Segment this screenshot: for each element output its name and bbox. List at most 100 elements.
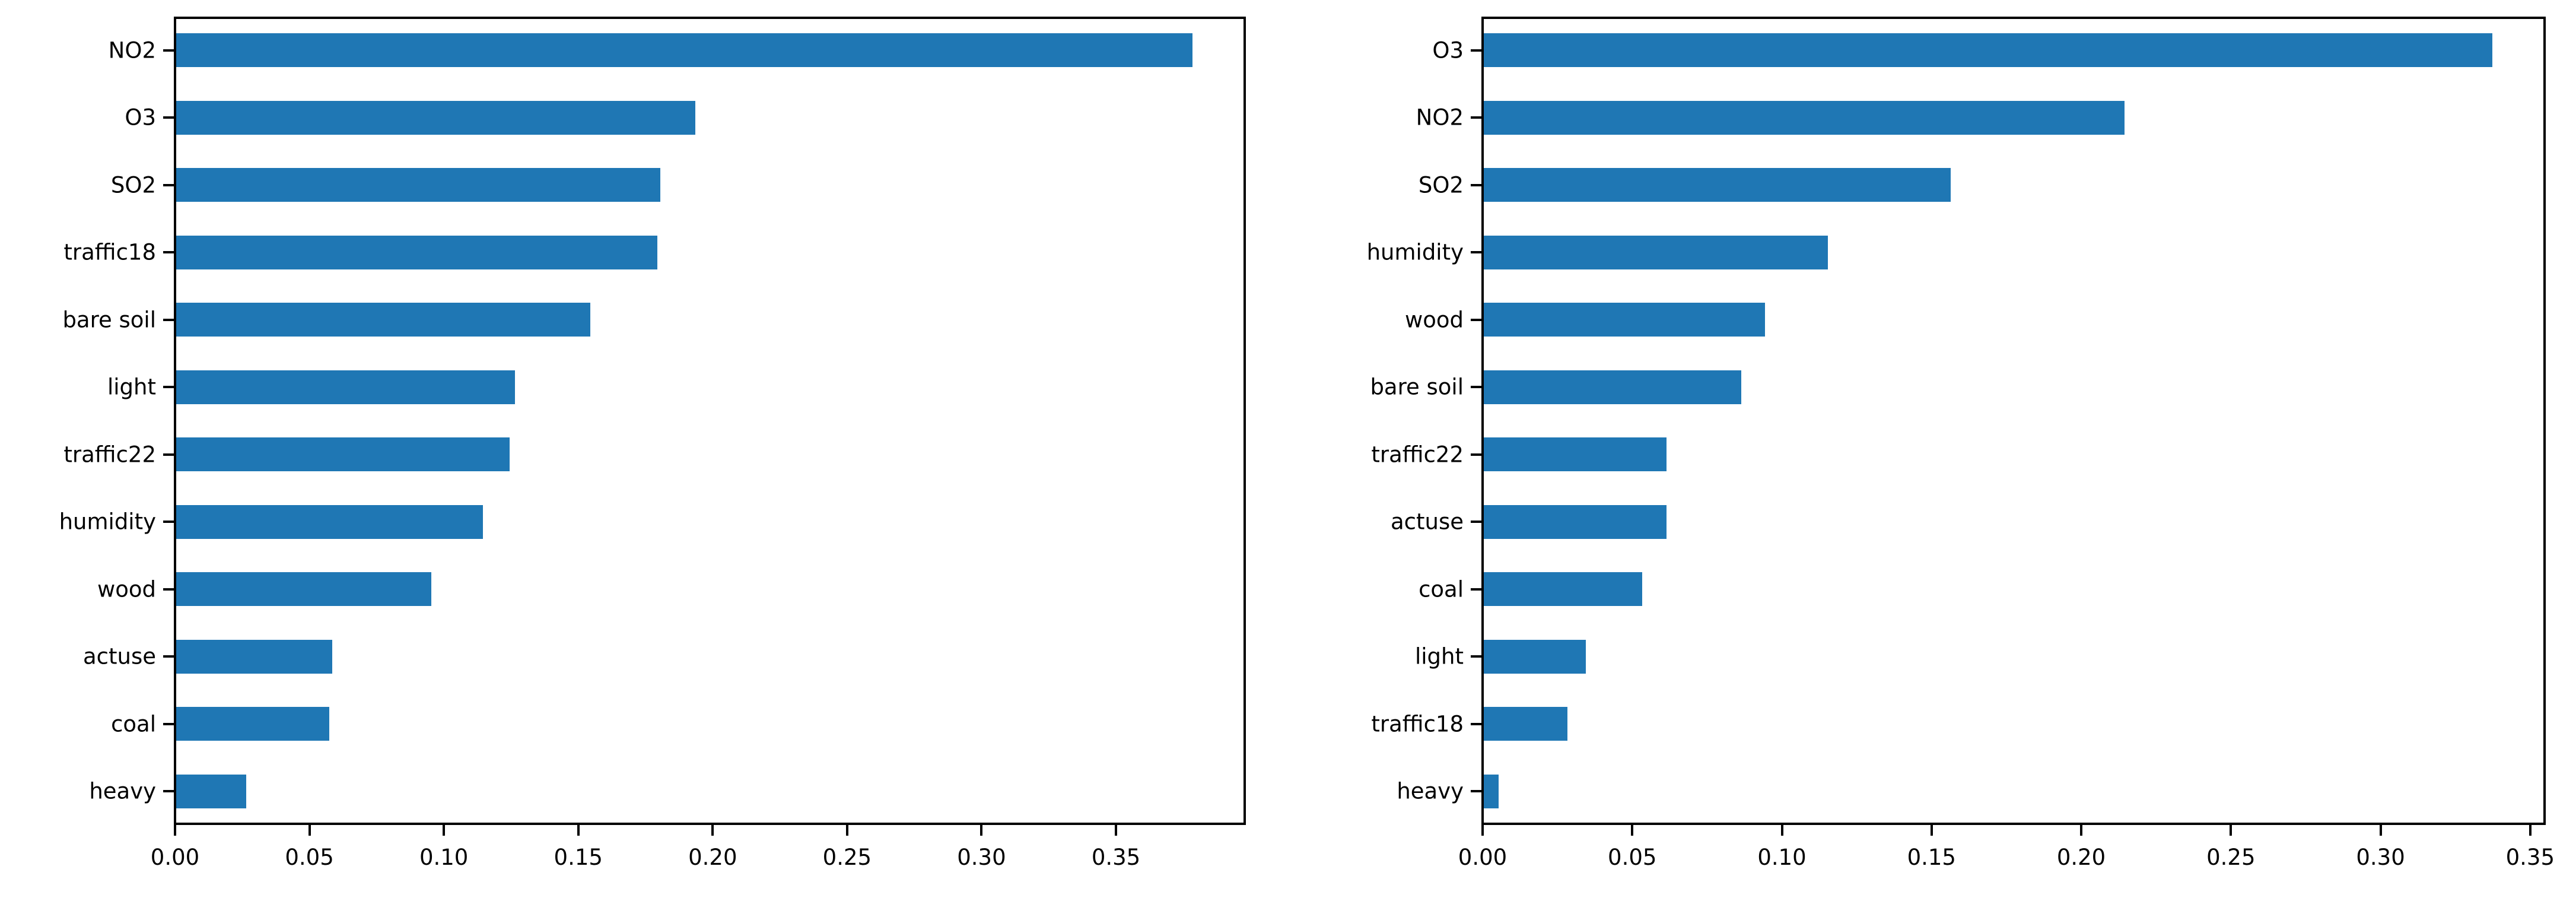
x-tick-mark [2379, 825, 2382, 836]
x-tick-label: 0.05 [285, 845, 334, 870]
x-tick-mark [577, 825, 580, 836]
x-tick-mark [2230, 825, 2232, 836]
y-tick-label: heavy [89, 778, 156, 804]
bar [1484, 774, 1499, 808]
bar [176, 504, 483, 539]
y-tick-mark [1471, 251, 1481, 254]
y-tick-label: NO2 [1416, 104, 1464, 131]
y-tick-label: traffic18 [1371, 711, 1464, 737]
y-tick-mark [163, 588, 174, 591]
y-tick-mark [1471, 521, 1481, 523]
bar [176, 303, 590, 337]
y-tick-label: coal [111, 711, 156, 737]
plot-area [174, 17, 1246, 825]
x-tick-mark [2080, 825, 2083, 836]
bar [1484, 33, 2493, 68]
y-tick-label: wood [1404, 307, 1464, 333]
x-tick-label: 0.10 [419, 845, 469, 870]
x-tick-mark [2529, 825, 2532, 836]
y-tick-mark [163, 49, 174, 52]
bar [176, 100, 695, 135]
y-tick-label: actuse [1390, 509, 1464, 535]
x-tick-label: 0.20 [2056, 845, 2106, 870]
y-tick-label: traffic22 [1371, 442, 1464, 468]
x-tick-mark [443, 825, 446, 836]
x-tick-label: 0.15 [554, 845, 603, 870]
y-tick-mark [163, 722, 174, 725]
bar [176, 437, 510, 472]
bar [1484, 707, 1568, 741]
y-tick-label: humidity [1366, 239, 1464, 265]
bar [176, 774, 246, 808]
x-tick-mark [711, 825, 714, 836]
y-tick-label: SO2 [1418, 172, 1464, 198]
x-tick-mark [174, 825, 176, 836]
x-tick-mark [980, 825, 983, 836]
y-tick-label: O3 [125, 104, 156, 131]
y-tick-label: actuse [82, 643, 156, 669]
bar [1484, 100, 2125, 135]
x-tick-mark [1930, 825, 1933, 836]
x-tick-label: 0.15 [1907, 845, 1956, 870]
x-tick-label: 0.00 [150, 845, 200, 870]
x-tick-label: 0.10 [1757, 845, 1807, 870]
y-tick-mark [163, 251, 174, 254]
y-tick-mark [1471, 722, 1481, 725]
y-tick-label: wood [97, 576, 156, 602]
y-tick-mark [163, 183, 174, 186]
x-tick-mark [1631, 825, 1634, 836]
bar [176, 235, 658, 269]
bar [176, 707, 330, 741]
y-tick-mark [1471, 588, 1481, 591]
bar [1484, 168, 1951, 202]
bar [1484, 235, 1828, 269]
y-tick-mark [1471, 49, 1481, 52]
y-tick-label: SO2 [110, 172, 156, 198]
y-tick-mark [1471, 655, 1481, 658]
x-tick-mark [845, 825, 848, 836]
bar [176, 33, 1192, 68]
y-tick-label: humidity [59, 509, 156, 535]
x-tick-label: 0.35 [2505, 845, 2555, 870]
bar [176, 168, 660, 202]
y-tick-label: coal [1419, 576, 1464, 602]
x-tick-mark [1481, 825, 1484, 836]
y-tick-mark [163, 116, 174, 119]
y-tick-mark [163, 318, 174, 321]
y-tick-label: heavy [1397, 778, 1464, 804]
x-tick-label: 0.30 [2356, 845, 2405, 870]
y-tick-label: light [1414, 643, 1464, 669]
x-tick-label: 0.30 [957, 845, 1006, 870]
bar [176, 370, 515, 404]
y-tick-label: traffic18 [63, 239, 156, 265]
x-tick-mark [308, 825, 311, 836]
y-tick-label: bare soil [62, 307, 156, 333]
bar [1484, 639, 1586, 674]
x-tick-label: 0.35 [1091, 845, 1141, 870]
y-tick-mark [1471, 790, 1481, 793]
bar [176, 572, 432, 607]
bar [1484, 370, 1741, 404]
y-tick-label: light [107, 374, 156, 400]
plot-area [1481, 17, 2546, 825]
y-tick-mark [1471, 318, 1481, 321]
x-tick-mark [1780, 825, 1783, 836]
y-tick-label: O3 [1432, 37, 1464, 64]
x-tick-label: 0.25 [822, 845, 872, 870]
x-tick-mark [1115, 825, 1118, 836]
bar [1484, 504, 1667, 539]
y-tick-mark [1471, 116, 1481, 119]
y-tick-mark [1471, 386, 1481, 389]
bar [1484, 572, 1643, 607]
y-tick-mark [163, 655, 174, 658]
x-tick-label: 0.00 [1458, 845, 1508, 870]
y-tick-mark [1471, 453, 1481, 456]
y-tick-mark [163, 521, 174, 523]
y-tick-mark [163, 386, 174, 389]
x-tick-label: 0.25 [2206, 845, 2256, 870]
y-tick-label: bare soil [1370, 374, 1464, 400]
y-tick-label: NO2 [108, 37, 156, 64]
y-tick-mark [1471, 183, 1481, 186]
bar [176, 639, 332, 674]
